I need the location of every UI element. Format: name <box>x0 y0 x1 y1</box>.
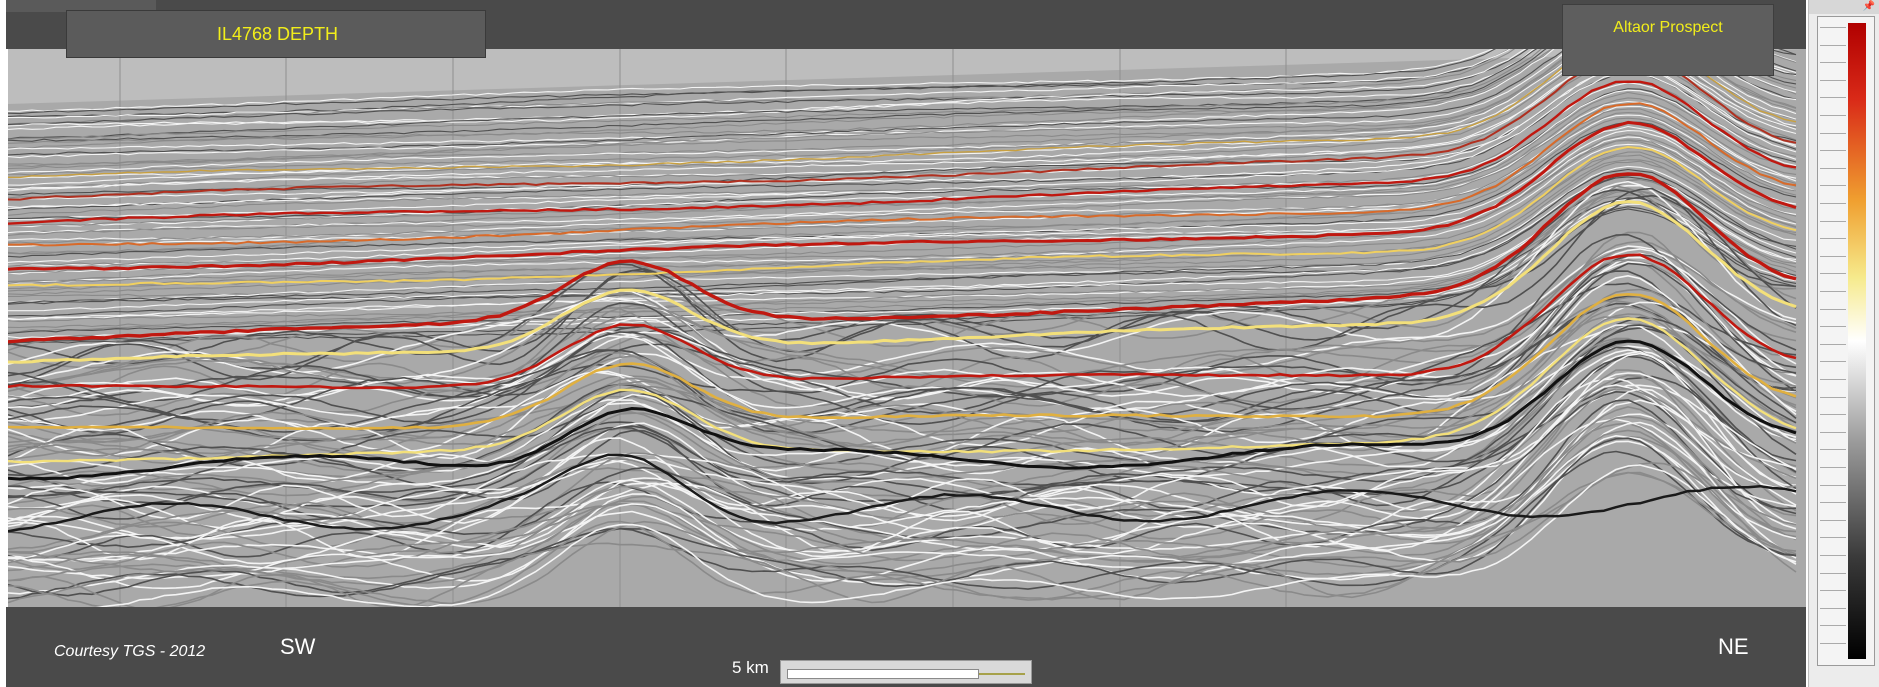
color-scale-gradient <box>1848 23 1866 659</box>
color-scale-tick <box>1820 273 1846 275</box>
color-scale-tick <box>1820 414 1846 416</box>
color-scale-tick <box>1820 572 1846 574</box>
color-scale-tick <box>1820 97 1846 99</box>
color-scale-tick <box>1820 379 1846 380</box>
pin-icon[interactable]: 📌 <box>1862 1 1875 12</box>
color-scale-tick <box>1820 484 1846 486</box>
color-scale-tick <box>1820 625 1846 627</box>
color-scale-tick <box>1820 220 1846 222</box>
color-scale-tick <box>1820 203 1846 204</box>
color-scale-tick <box>1820 308 1846 310</box>
direction-ne: NE <box>1718 634 1749 659</box>
color-scale-tick <box>1820 449 1846 451</box>
color-scale-tick <box>1820 62 1846 64</box>
color-scale-tick <box>1820 431 1846 433</box>
color-scale-frame <box>1817 16 1875 666</box>
color-scale-tick <box>1820 150 1846 152</box>
color-scale-tick <box>1820 185 1846 187</box>
prospect-label: Altaor Prospect <box>1613 19 1723 36</box>
courtesy-credit: Courtesy TGS - 2012 <box>54 643 206 660</box>
color-scale-tick <box>1820 361 1846 363</box>
color-scale-tick <box>1820 238 1846 240</box>
scale-bar-fill <box>787 669 979 679</box>
top-band-tab <box>6 0 156 12</box>
scale-bar <box>780 660 1032 684</box>
color-scale-tick <box>1820 643 1846 644</box>
color-scale-header: 📌 <box>1809 0 1879 14</box>
color-scale-tick <box>1820 537 1846 539</box>
color-scale-tick <box>1820 607 1846 609</box>
color-scale-tick <box>1820 79 1846 81</box>
color-scale-tick <box>1820 27 1846 28</box>
color-scale-tick <box>1820 502 1846 504</box>
color-scale-tick <box>1820 255 1846 257</box>
color-scale-tick <box>1820 467 1846 468</box>
color-scale-tick <box>1820 44 1846 46</box>
color-scale-tick <box>1820 555 1846 556</box>
color-scale-panel: 📌 <box>1808 0 1879 687</box>
scale-bar-label: 5 km <box>732 658 769 677</box>
seismic-image <box>8 49 1806 607</box>
color-scale-tick <box>1820 167 1846 169</box>
direction-sw: SW <box>280 634 316 659</box>
color-scale-tick <box>1820 291 1846 292</box>
prospect-label-box: Altaor Prospect <box>1562 4 1774 76</box>
color-scale-tick <box>1820 519 1846 521</box>
color-scale-tick <box>1820 343 1846 345</box>
color-scale-tick <box>1820 396 1846 398</box>
color-scale-tick <box>1820 132 1846 134</box>
color-scale-tick <box>1820 115 1846 116</box>
line-title: IL4768 DEPTH <box>217 23 339 44</box>
scale-bar-tail <box>979 673 1025 675</box>
line-title-box: IL4768 DEPTH <box>66 10 486 58</box>
color-scale-tick <box>1820 326 1846 328</box>
color-scale-tick <box>1820 590 1846 592</box>
seismic-section <box>8 49 1806 607</box>
